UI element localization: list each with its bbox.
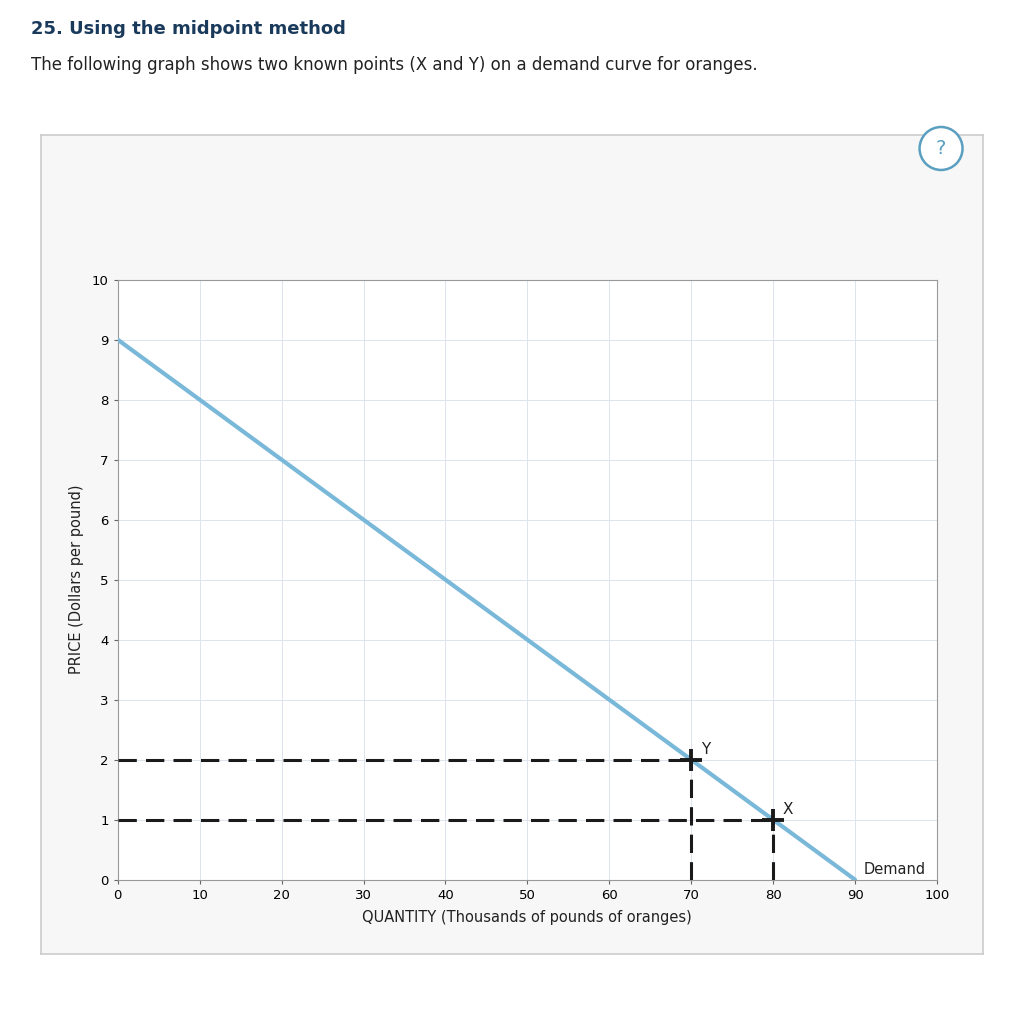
Text: ?: ? <box>936 139 946 158</box>
Text: Y: Y <box>701 741 711 757</box>
Text: The following graph shows two known points (X and Y) on a demand curve for orang: The following graph shows two known poin… <box>31 56 758 74</box>
Y-axis label: PRICE (Dollars per pound): PRICE (Dollars per pound) <box>69 485 84 674</box>
Text: X: X <box>783 801 794 817</box>
Text: Demand: Demand <box>863 861 926 877</box>
X-axis label: QUANTITY (Thousands of pounds of oranges): QUANTITY (Thousands of pounds of oranges… <box>362 910 692 925</box>
Circle shape <box>920 127 963 170</box>
Text: 25. Using the midpoint method: 25. Using the midpoint method <box>31 20 345 39</box>
